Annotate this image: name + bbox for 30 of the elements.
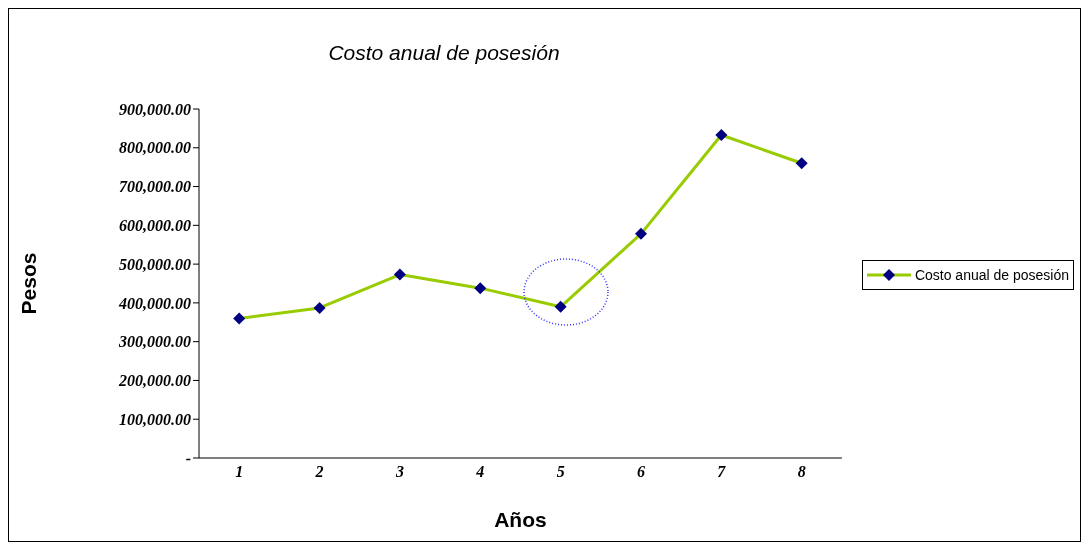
- point: [233, 312, 246, 325]
- y-tick-label: 100,000.00: [119, 410, 191, 428]
- y-tick-label: 300,000.00: [118, 333, 191, 351]
- point: [474, 282, 487, 295]
- point: [554, 300, 567, 313]
- y-tick-label: 800,000.00: [119, 139, 191, 157]
- point: [715, 128, 728, 141]
- x-tick-label: 7: [717, 463, 727, 481]
- x-axis-title: Años: [494, 508, 547, 531]
- chart-title: Costo anual de posesión: [327, 41, 561, 65]
- x-tick-label: 4: [475, 463, 485, 481]
- y-tick-label: 700,000.00: [119, 178, 191, 196]
- point: [634, 227, 647, 240]
- y-tick-label: 500,000.00: [119, 255, 191, 273]
- point: [795, 157, 808, 170]
- x-tick-label: 1: [235, 463, 244, 481]
- legend-label: Costo anual de posesión: [914, 267, 1069, 283]
- y-tick-label: -: [185, 449, 191, 467]
- y-tick-label: 600,000.00: [119, 217, 191, 235]
- y-tick-label: 900,000.00: [119, 100, 191, 118]
- y-tick-label: 200,000.00: [118, 372, 191, 390]
- x-tick-label: 2: [314, 463, 324, 481]
- x-tick-label: 8: [797, 463, 806, 481]
- point: [313, 301, 326, 314]
- x-tick-label: 5: [556, 463, 565, 481]
- point: [393, 268, 406, 281]
- y-axis-title: Pesos: [17, 252, 41, 315]
- x-tick-label: 6: [636, 463, 645, 481]
- y-tick-label: 400,000.00: [118, 294, 191, 312]
- x-tick-label: 3: [394, 463, 404, 481]
